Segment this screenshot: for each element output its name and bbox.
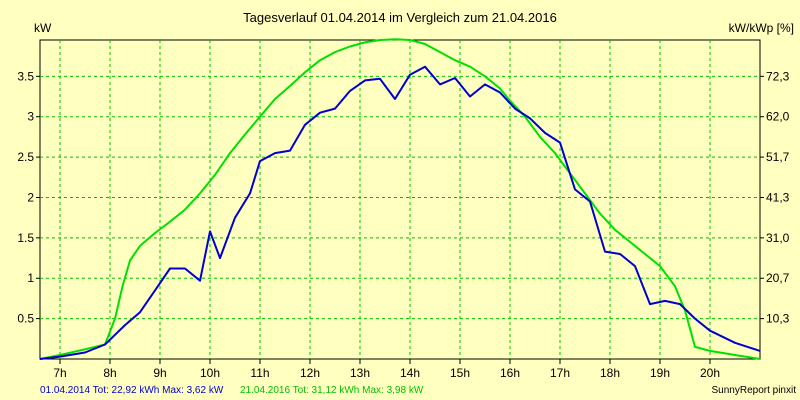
tick-layer: 7h 8h 9h 10h 11h 12h 13h 14h 15h 16h 17h 18h 19h 20h 0… <box>17 69 789 380</box>
x-tick-label: 11h <box>250 366 269 380</box>
x-tick-label: 15h <box>450 366 470 380</box>
legend-series-2016: 21.04.2016 Tot: 31,12 kWh Max: 3,98 kW <box>240 385 424 396</box>
credit-text: SunnyReport pinxit <box>712 385 797 396</box>
x-tick-label: 10h <box>200 366 220 380</box>
x-tick-label: 17h <box>550 366 570 380</box>
y-tick-label-right: 72,3 <box>766 69 790 83</box>
y-tick-label-left: 2 <box>27 190 34 204</box>
grid-layer <box>40 40 760 359</box>
x-tick-label: 12h <box>300 366 320 380</box>
x-tick-label: 20h <box>700 366 720 380</box>
y-tick-label-left: 0.5 <box>17 312 34 326</box>
chart-title: Tagesverlauf 01.04.2014 im Vergleich zum… <box>243 10 557 25</box>
x-tick-label: 8h <box>103 366 116 380</box>
x-tick-label: 14h <box>400 366 420 380</box>
series-layer <box>39 38 761 360</box>
plot-frame <box>39 39 761 360</box>
y-axis-left-label: kW <box>34 21 52 35</box>
x-tick-label: 16h <box>500 366 520 380</box>
y-tick-label-right: 51,7 <box>766 150 790 164</box>
x-tick-label: 18h <box>600 366 620 380</box>
y-tick-label-right: 20,7 <box>766 271 790 285</box>
legend-series-2014: 01.04.2014 Tot: 22,92 kWh Max: 3,62 kW <box>40 385 224 396</box>
x-tick-label: 13h <box>350 366 370 380</box>
y-tick-label-left: 1 <box>27 271 34 285</box>
series-line-01-04-2014 <box>39 65 761 360</box>
x-tick-label: 7h <box>53 366 66 380</box>
series-line-21-04-2016 <box>39 38 761 360</box>
y-tick-label-left: 2.5 <box>17 150 34 164</box>
x-tick-label: 9h <box>153 366 166 380</box>
y-tick-label-right: 62,0 <box>766 110 790 124</box>
y-axis-right-label: kW/kWp [%] <box>729 21 794 35</box>
y-tick-label-right: 31,0 <box>766 231 790 245</box>
y-tick-label-right: 10,3 <box>766 312 790 326</box>
y-tick-label-left: 3.5 <box>17 69 34 83</box>
y-tick-label-left: 3 <box>27 110 34 124</box>
x-tick-label: 19h <box>650 366 670 380</box>
y-tick-label-left: 1.5 <box>17 231 34 245</box>
y-tick-label-right: 41,3 <box>766 190 790 204</box>
